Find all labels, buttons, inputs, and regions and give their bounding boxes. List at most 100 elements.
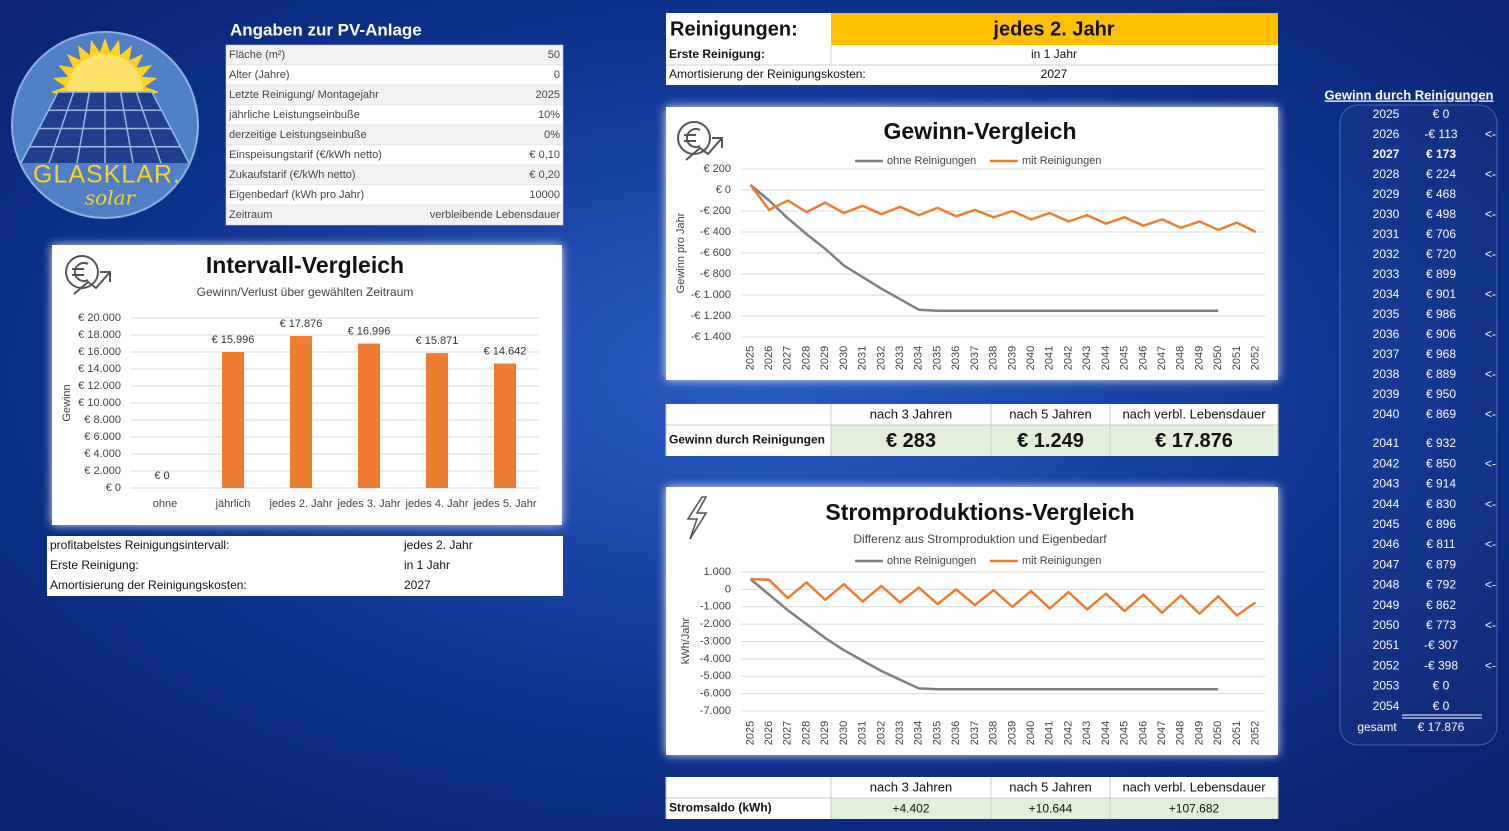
list-year: 2034	[1373, 287, 1400, 301]
x-tick-label: 2027	[782, 721, 794, 745]
chart-subtitle: Gewinn/Verlust über gewählten Zeitraum	[197, 285, 414, 299]
list-value: € 173	[1426, 147, 1456, 161]
x-tick-label: 2032	[875, 346, 887, 370]
x-tick-label: 2036	[950, 721, 962, 745]
x-tick-label: 2032	[875, 721, 887, 745]
list-marker: <-	[1485, 578, 1496, 592]
list-value: € 896	[1426, 517, 1456, 531]
list-year: 2039	[1373, 387, 1400, 401]
x-tick-label: 2041	[1044, 346, 1056, 370]
value-label: € 15.996	[212, 334, 255, 346]
x-tick-label: 2035	[931, 721, 943, 745]
y-tick-label: -2.000	[700, 618, 731, 630]
y-tick-label: -€ 200	[700, 205, 731, 217]
list-marker: <-	[1485, 367, 1496, 381]
list-year: 2025	[1373, 107, 1400, 121]
table-value: € 17.876	[1155, 430, 1233, 452]
list-value: € 869	[1426, 407, 1456, 421]
x-tick-label: 2031	[857, 721, 869, 745]
bar	[222, 352, 244, 488]
list-value: € 932	[1426, 436, 1456, 450]
x-tick-label: 2043	[1081, 721, 1093, 745]
list-value: € 830	[1426, 497, 1456, 511]
x-tick-label: jedes 4. Jahr	[405, 498, 469, 510]
row-value: € 0,20	[529, 169, 560, 181]
list-year: 2036	[1373, 327, 1400, 341]
list-value: € 720	[1426, 247, 1456, 261]
cleaning-label-cell	[666, 13, 831, 45]
x-tick-label: 2050	[1212, 346, 1224, 370]
cleaning-row-value: in 1 Jahr	[1031, 47, 1077, 61]
info-table	[47, 536, 563, 596]
list-marker: <-	[1485, 618, 1496, 632]
x-tick-label: jedes 2. Jahr	[269, 498, 333, 510]
arrow-head	[100, 271, 111, 282]
y-tick-label: -7.000	[700, 705, 731, 717]
x-tick-label: ohne	[153, 498, 177, 510]
cleaning-row-label: Amortisierung der Reinigungskosten:	[669, 67, 866, 81]
table-value: +107.682	[1169, 802, 1220, 816]
list-value: € 468	[1426, 187, 1456, 201]
list-value: € 914	[1426, 477, 1456, 491]
list-panel	[1339, 104, 1498, 746]
table-label-cell	[666, 798, 831, 819]
x-tick-label: 2029	[819, 346, 831, 370]
x-tick-label: 2026	[763, 721, 775, 745]
list-year: 2030	[1373, 207, 1400, 221]
list-year: 2037	[1373, 347, 1400, 361]
list-marker: <-	[1485, 287, 1496, 301]
list-total: € 17.876	[1418, 720, 1465, 734]
x-tick-label: 2051	[1231, 721, 1243, 745]
row-value: 0	[554, 69, 560, 81]
list-year: 2031	[1373, 227, 1400, 241]
list-year: 2033	[1373, 267, 1400, 281]
list-marker: <-	[1485, 456, 1496, 470]
list-value: -€ 307	[1424, 638, 1458, 652]
x-tick-label: 2033	[894, 721, 906, 745]
x-tick-label: 2026	[763, 346, 775, 370]
info-label: profitabelstes Reinigungsintervall:	[50, 538, 229, 552]
cleaning-value-cell	[831, 13, 1278, 45]
x-tick-label: 2031	[857, 346, 869, 370]
x-tick-label: 2035	[931, 346, 943, 370]
list-value: -€ 398	[1424, 658, 1458, 672]
y-tick-label: -€ 1.200	[691, 310, 731, 322]
trend-arrow	[73, 271, 111, 295]
list-year: 2027	[1373, 147, 1400, 161]
y-tick-label: € 8.000	[84, 414, 121, 426]
list-value: € 0	[1433, 699, 1450, 713]
x-tick-label: 2033	[894, 346, 906, 370]
bar	[290, 336, 312, 488]
x-tick-label: jährlich	[215, 498, 251, 510]
value-label: € 14.642	[484, 345, 527, 357]
list-year: 2049	[1373, 598, 1400, 612]
y-tick-label: -5.000	[700, 670, 731, 682]
x-tick-label: 2043	[1081, 346, 1093, 370]
row-value: € 0,10	[529, 149, 560, 161]
logo-name: GLASKLAR.	[33, 161, 181, 189]
list-year: 2044	[1373, 497, 1400, 511]
table-row	[225, 204, 564, 226]
cleaning-row-label: Erste Reinigung:	[669, 47, 765, 61]
x-tick-label: 2040	[1025, 721, 1037, 745]
list-marker: <-	[1485, 167, 1496, 181]
list-year: 2038	[1373, 367, 1400, 381]
x-tick-label: 2045	[1119, 721, 1131, 745]
x-tick-label: 2048	[1175, 721, 1187, 745]
x-tick-label: 2034	[913, 346, 925, 370]
y-tick-label: -€ 1.000	[691, 289, 731, 301]
y-tick-label: -1.000	[700, 601, 731, 613]
y-tick-label: -€ 600	[700, 247, 731, 259]
y-axis-label: Gewinn	[61, 384, 73, 421]
row-label: jährliche Leistungseinbuße	[228, 109, 360, 121]
x-tick-label: 2028	[800, 721, 812, 745]
x-tick-label: 2047	[1156, 346, 1168, 370]
list-year: 2035	[1373, 307, 1400, 321]
list-value: € 986	[1426, 307, 1456, 321]
list-year: 2026	[1373, 127, 1400, 141]
logo-ring	[11, 31, 199, 219]
row-label: Alter (Jahre)	[229, 69, 290, 81]
bar	[426, 353, 448, 488]
list-value: € 773	[1426, 618, 1456, 632]
legend-label: mit Reinigungen	[1022, 555, 1102, 567]
